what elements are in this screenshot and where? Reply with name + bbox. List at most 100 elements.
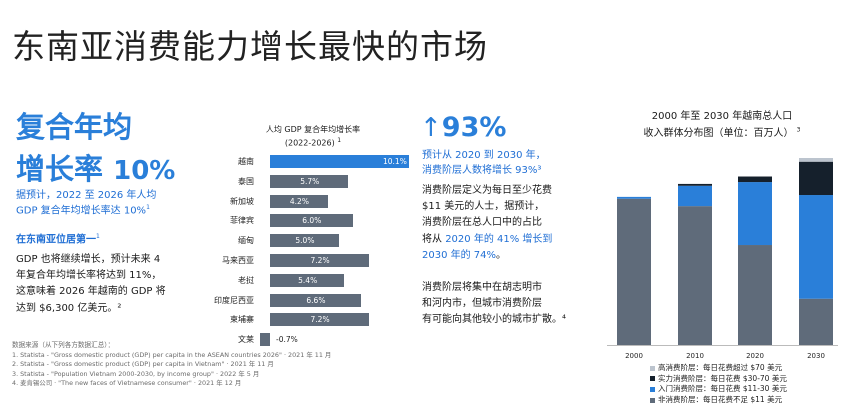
population-x-tick-label: 2010 <box>686 352 704 360</box>
legend-swatch <box>650 365 655 371</box>
legend-label: 非消费阶层：每日花费不足 $11 美元 <box>658 394 783 404</box>
population-bar-segment-non <box>617 198 651 345</box>
para-line: 消费阶层在总人口中的占比 <box>422 217 542 229</box>
legend-swatch <box>650 376 655 382</box>
source-item: 4. 麦肯锡公司 · "The new faces of Vietnamese … <box>12 379 242 388</box>
gdp-bar <box>270 254 370 267</box>
stat-value: 93% <box>441 112 507 143</box>
population-chart-ref: 3 <box>796 126 801 134</box>
population-bar-segment-entry <box>738 182 772 246</box>
gdp-bar-value-label: 10.1% <box>383 157 407 166</box>
stat-subtitle: 预计从 2020 到 2030 年， 消费阶层人数将增长 93%³ <box>422 149 546 178</box>
legend-item: 实力消费阶层：每日花费 $30-70 美元 <box>650 374 787 385</box>
gdp-bar <box>270 194 328 208</box>
rank-ref: 1 <box>96 233 100 240</box>
up-arrow-icon: ↑ <box>420 113 442 143</box>
source-item: 3. Statista - "Population Vietnam 2000-2… <box>12 369 260 378</box>
rank-label: 在东南亚位居第一 <box>16 234 96 246</box>
gdp-bar-category-label: 菲律宾 <box>230 216 254 226</box>
population-chart-title-line1: 2000 年至 2030 年越南总人口 <box>651 111 793 122</box>
population-bar-segment-non <box>678 206 712 345</box>
gdp-bar-value-label: 4.2% <box>289 196 309 206</box>
gdp-bar-category-label: 老挝 <box>238 275 254 285</box>
gdp-bar-category-label: 印度尼西亚 <box>214 295 254 305</box>
population-x-tick-label: 2030 <box>807 352 825 360</box>
gdp-chart-title: 人均 GDP 复合年均增长率 (2022-2026) 1 <box>248 124 378 150</box>
legend-item: 非消费阶层：每日花费不足 $11 美元 <box>650 395 787 406</box>
gdp-bar <box>270 155 409 168</box>
population-bar-segment-solid <box>738 176 772 183</box>
headline-value: 10% <box>113 156 176 186</box>
gdp-bar-value-label: 7.2% <box>310 256 330 265</box>
gdp-bar-value-label: 7.2% <box>310 315 330 325</box>
gdp-bar-value-label: -0.7% <box>276 335 298 345</box>
population-chart-title: 2000 年至 2030 年越南总人口 收入群体分布图（单位：百万人） 3 <box>622 108 822 142</box>
legend-label: 入门消费阶层：每日花费 $11-30 美元 <box>658 384 787 394</box>
population-bar-segment-solid <box>678 183 712 186</box>
body-line: 达到 $6,300 亿美元。² <box>16 302 122 314</box>
gdp-chart-ref: 1 <box>337 137 342 145</box>
population-legend: 高消费阶层：每日花费超过 $70 美元 实力消费阶层：每日花费 $30-70 美元… <box>650 363 787 406</box>
para-highlight: 2020 年的 41% 增长到 <box>445 233 553 245</box>
para-line: $11 美元的人士，据预计， <box>422 201 545 213</box>
forecast-text: 据预计，2022 至 2026 年人均 GDP 复合年均增长率达 10%1 <box>16 189 156 218</box>
sources-heading: 数据来源（从下列各方数据汇总）： <box>12 341 115 349</box>
body-line: 这意味着 2026 年越南的 GDP 将 <box>16 286 166 298</box>
gdp-bar-value-label: 5.4% <box>298 275 318 285</box>
gdp-bar-category-label: 缅甸 <box>238 236 254 246</box>
population-bar-segment-solid <box>799 161 833 196</box>
gdp-bar-category-label: 马来西亚 <box>222 256 254 265</box>
stat-sub-line1: 预计从 2020 到 2030 年， <box>422 150 546 161</box>
gdp-bar <box>270 313 370 327</box>
gdp-bar-category-label: 文莱 <box>238 335 254 345</box>
gdp-bar-value-label: 5.7% <box>300 176 320 186</box>
gdp-bar <box>270 214 353 228</box>
para-line: 2030 年的 74%。 <box>422 248 552 264</box>
population-bar-segment-entry <box>678 185 712 207</box>
sources: 数据来源（从下列各方数据汇总）： 1. Statista - "Gross do… <box>12 341 331 389</box>
population-chart-title-line2: 收入群体分布图（单位：百万人） 3 <box>622 125 822 142</box>
forecast-line2: GDP 复合年均增长率达 10%1 <box>16 204 156 219</box>
source-item: 2. Statista - "Gross domestic product (G… <box>12 360 274 369</box>
gdp-chart-title-line2: (2022-2026) 1 <box>248 136 378 150</box>
stat-sub-line2: 消费阶层人数将增长 93%³ <box>422 164 542 176</box>
population-chart-subtitle: 收入群体分布图（单位：百万人） <box>643 128 794 139</box>
gdp-bar <box>260 333 270 347</box>
legend-item: 高消费阶层：每日花费超过 $70 美元 <box>650 363 787 374</box>
gdp-chart-subtitle: (2022-2026) <box>284 139 335 149</box>
forecast-line2-text: GDP 复合年均增长率达 10% <box>16 204 147 216</box>
gdp-bar-value-label: 6.0% <box>302 216 322 226</box>
body-line: GDP 也将继续增长，预计未来 4 <box>16 254 161 265</box>
rank-text: 在东南亚位居第一1 <box>16 233 100 248</box>
gdp-bar-value-label: 5.0% <box>295 236 315 246</box>
forecast-ref: 1 <box>146 203 150 211</box>
para-line: 消费阶层将集中在胡志明市 <box>422 282 542 293</box>
para-line: 有可能向其他较小的城市扩散。⁴ <box>422 314 567 326</box>
population-bar-segment-entry <box>617 196 651 199</box>
legend-label: 高消费阶层：每日花费超过 $70 美元 <box>658 363 783 372</box>
gdp-bar-category-label: 泰国 <box>238 176 254 186</box>
gdp-bar <box>270 293 361 307</box>
population-x-tick-label: 2020 <box>746 352 764 360</box>
gdp-bar-value-label: 6.6% <box>306 295 326 305</box>
para-line: 消费阶层定义为每日至少花费 <box>422 185 552 196</box>
gdp-bar <box>270 273 345 287</box>
para-text: 。 <box>496 249 507 261</box>
para-line: 将从 2020 年的 41% 增长到 <box>422 232 552 248</box>
legend-swatch <box>650 397 655 403</box>
gdp-bar <box>270 234 339 248</box>
gdp-bar-category-label: 柬埔寨 <box>230 315 254 325</box>
gdp-bar-category-label: 越南 <box>238 157 254 166</box>
para-highlight: 2030 年的 74% <box>422 249 497 261</box>
gdp-chart-title-line1: 人均 GDP 复合年均增长率 <box>265 125 361 134</box>
forecast-line1: 据预计，2022 至 2026 年人均 <box>16 190 157 201</box>
para-text: 将从 <box>422 233 446 245</box>
gdp-bar <box>270 174 349 188</box>
headline-line1: 复合年均 <box>16 110 133 144</box>
page-title: 东南亚消费能力增长最快的市场 <box>12 27 488 66</box>
consumer-definition-text: 消费阶层定义为每日至少花费 $11 美元的人士，据预计， 消费阶层在总人口中的占… <box>422 183 552 264</box>
legend-item: 入门消费阶层：每日花费 $11-30 美元 <box>650 384 787 395</box>
headline-line2: 增长率 10% <box>16 155 176 186</box>
consumer-growth-stat: ↑93% <box>420 114 506 141</box>
